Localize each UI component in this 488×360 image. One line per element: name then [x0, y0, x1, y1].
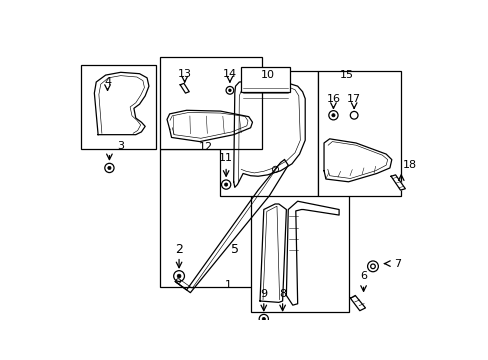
Text: 2: 2 — [175, 243, 183, 256]
Text: 11: 11 — [219, 153, 233, 163]
Text: 6: 6 — [359, 271, 366, 281]
Text: 7: 7 — [393, 258, 400, 269]
Circle shape — [107, 166, 111, 170]
Text: 14: 14 — [223, 69, 237, 79]
Text: 18: 18 — [402, 160, 416, 170]
Text: 10: 10 — [260, 70, 274, 80]
Bar — [160, 57, 262, 149]
Bar — [160, 149, 295, 287]
Polygon shape — [180, 84, 189, 93]
Polygon shape — [390, 175, 405, 190]
Circle shape — [224, 183, 227, 186]
Text: 16: 16 — [326, 94, 340, 104]
Bar — [250, 187, 348, 312]
Circle shape — [262, 318, 265, 321]
Text: 17: 17 — [346, 94, 361, 104]
Circle shape — [228, 89, 231, 92]
Text: 12: 12 — [198, 142, 212, 152]
Text: 15: 15 — [339, 70, 353, 80]
Text: 4: 4 — [104, 77, 111, 87]
Text: 9: 9 — [260, 289, 267, 299]
Bar — [318, 71, 401, 196]
Text: 1: 1 — [224, 280, 231, 290]
Circle shape — [331, 114, 334, 117]
Bar — [220, 71, 318, 196]
Circle shape — [177, 274, 181, 278]
Text: 5: 5 — [231, 243, 239, 256]
Text: 3: 3 — [117, 141, 124, 151]
Text: 13: 13 — [177, 69, 191, 79]
Polygon shape — [350, 296, 365, 311]
Bar — [81, 66, 156, 149]
Text: 8: 8 — [279, 289, 285, 299]
Bar — [241, 67, 289, 92]
